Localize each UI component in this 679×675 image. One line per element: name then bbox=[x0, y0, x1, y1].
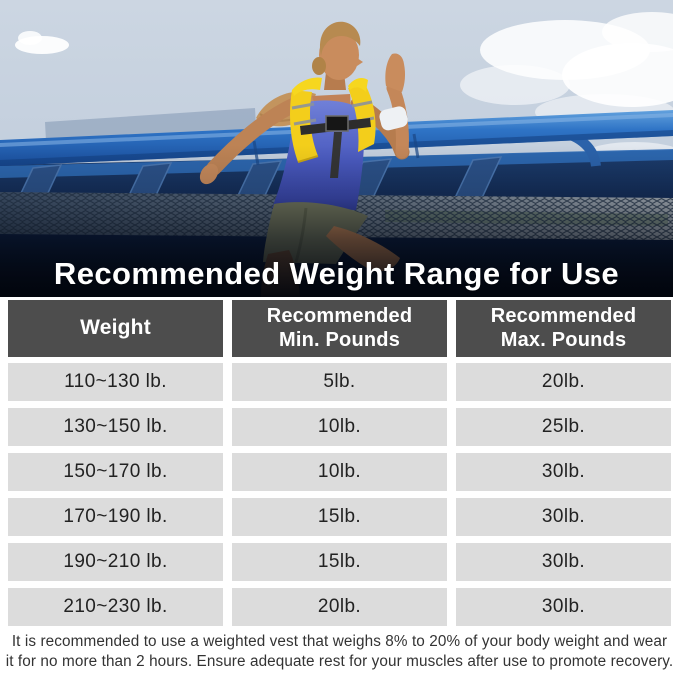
header-cell-min-pounds: Recommended Min. Pounds bbox=[232, 300, 447, 357]
table-row: 210~230 lb. 20lb. 30lb. bbox=[8, 588, 671, 626]
weight-cell: 170~190 lb. bbox=[8, 498, 223, 536]
table-row: 170~190 lb. 15lb. 30lb. bbox=[8, 498, 671, 536]
clouds bbox=[15, 12, 673, 168]
max-pounds-cell: 30lb. bbox=[456, 543, 671, 581]
header-cell-weight: Weight bbox=[8, 300, 223, 357]
header-cell-max-pounds: Recommended Max. Pounds bbox=[456, 300, 671, 357]
wristband bbox=[379, 106, 408, 131]
weight-cell: 190~210 lb. bbox=[8, 543, 223, 581]
table-header-row: Weight Recommended Min. Pounds Recommend… bbox=[8, 300, 671, 357]
usage-note: It is recommended to use a weighted vest… bbox=[3, 632, 676, 672]
max-pounds-cell: 30lb. bbox=[456, 498, 671, 536]
usage-note-line2: it for no more than 2 hours. Ensure adeq… bbox=[5, 653, 674, 671]
weight-cell: 110~130 lb. bbox=[8, 363, 223, 401]
min-pounds-cell: 10lb. bbox=[232, 408, 447, 446]
hero-photo: Recommended Weight Range for Use bbox=[0, 0, 673, 297]
max-pounds-cell: 30lb. bbox=[456, 588, 671, 626]
weight-cell: 150~170 lb. bbox=[8, 453, 223, 491]
min-pounds-cell: 15lb. bbox=[232, 543, 447, 581]
page-title: Recommended Weight Range for Use bbox=[53, 256, 620, 291]
max-pounds-cell: 30lb. bbox=[456, 453, 671, 491]
weighted-vest bbox=[290, 77, 376, 178]
table-row: 190~210 lb. 15lb. 30lb. bbox=[8, 543, 671, 581]
weight-cell: 130~150 lb. bbox=[8, 408, 223, 446]
max-pounds-cell: 25lb. bbox=[456, 408, 671, 446]
min-pounds-cell: 10lb. bbox=[232, 453, 447, 491]
min-pounds-cell: 5lb. bbox=[232, 363, 447, 401]
max-pounds-cell: 20lb. bbox=[456, 363, 671, 401]
min-pounds-cell: 15lb. bbox=[232, 498, 447, 536]
table-row: 150~170 lb. 10lb. 30lb. bbox=[8, 453, 671, 491]
table-row: 130~150 lb. 10lb. 25lb. bbox=[8, 408, 671, 446]
usage-note-line1: It is recommended to use a weighted vest… bbox=[11, 633, 668, 650]
weight-cell: 210~230 lb. bbox=[8, 588, 223, 626]
bridge-runner-illustration bbox=[0, 0, 673, 297]
table-row: 110~130 lb. 5lb. 20lb. bbox=[8, 363, 671, 401]
weight-range-table: Weight Recommended Min. Pounds Recommend… bbox=[8, 300, 671, 633]
min-pounds-cell: 20lb. bbox=[232, 588, 447, 626]
